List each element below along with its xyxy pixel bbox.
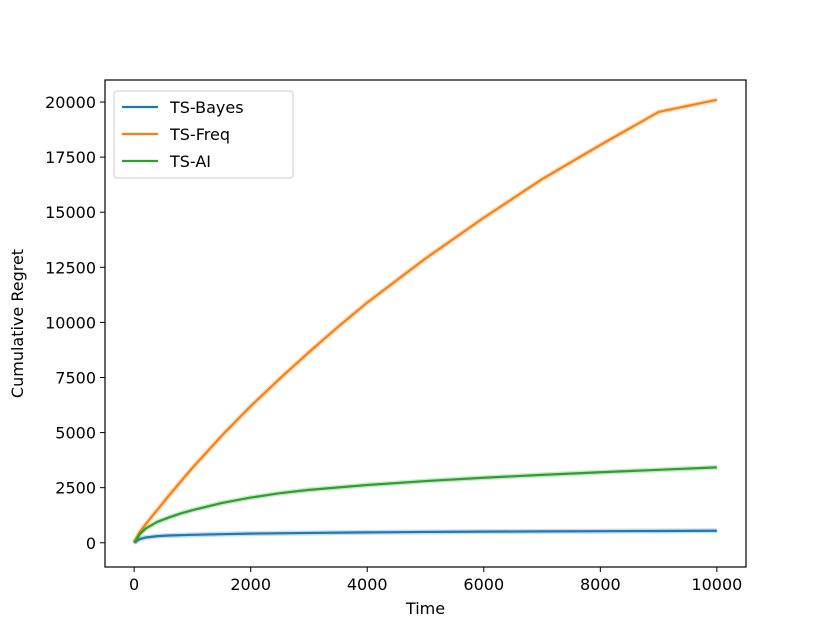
y-tick-label: 0 — [86, 534, 96, 553]
x-tick-label: 4000 — [347, 575, 388, 594]
y-tick-label: 20000 — [45, 93, 96, 112]
x-tick-label: 10000 — [691, 575, 742, 594]
series-line-ts-bayes — [133, 529, 717, 544]
y-tick-label: 2500 — [55, 479, 96, 498]
plot-frame — [104, 79, 747, 568]
x-tick-label: 2000 — [230, 575, 271, 594]
y-tick-label: 5000 — [55, 424, 96, 443]
y-tick-label: 17500 — [45, 148, 96, 167]
x-tick-label: 6000 — [463, 575, 504, 594]
y-tick-label: 10000 — [45, 313, 96, 332]
legend-label: TS-Freq — [169, 125, 230, 144]
y-axis-label: Cumulative Regret — [8, 249, 27, 398]
legend-label: TS-AI — [169, 152, 211, 171]
x-tick-label: 8000 — [580, 575, 621, 594]
x-axis-label: Time — [405, 599, 445, 618]
y-tick-label: 12500 — [45, 258, 96, 277]
legend: TS-Bayes TS-Freq TS-AI — [113, 90, 294, 179]
plot-content — [131, 97, 718, 545]
legend-box — [113, 90, 294, 179]
y-axis: 0 2500 5000 7500 10000 12500 15000 17500 20000 — [45, 93, 105, 553]
x-axis: 0 2000 4000 6000 8000 10000 — [129, 567, 742, 594]
x-tick-label: 0 — [129, 575, 139, 594]
series-line-ts-freq — [133, 98, 718, 544]
series-line-ts-ai — [133, 466, 717, 544]
y-tick-label: 15000 — [45, 203, 96, 222]
legend-label: TS-Bayes — [169, 98, 244, 117]
y-tick-label: 7500 — [55, 368, 96, 387]
